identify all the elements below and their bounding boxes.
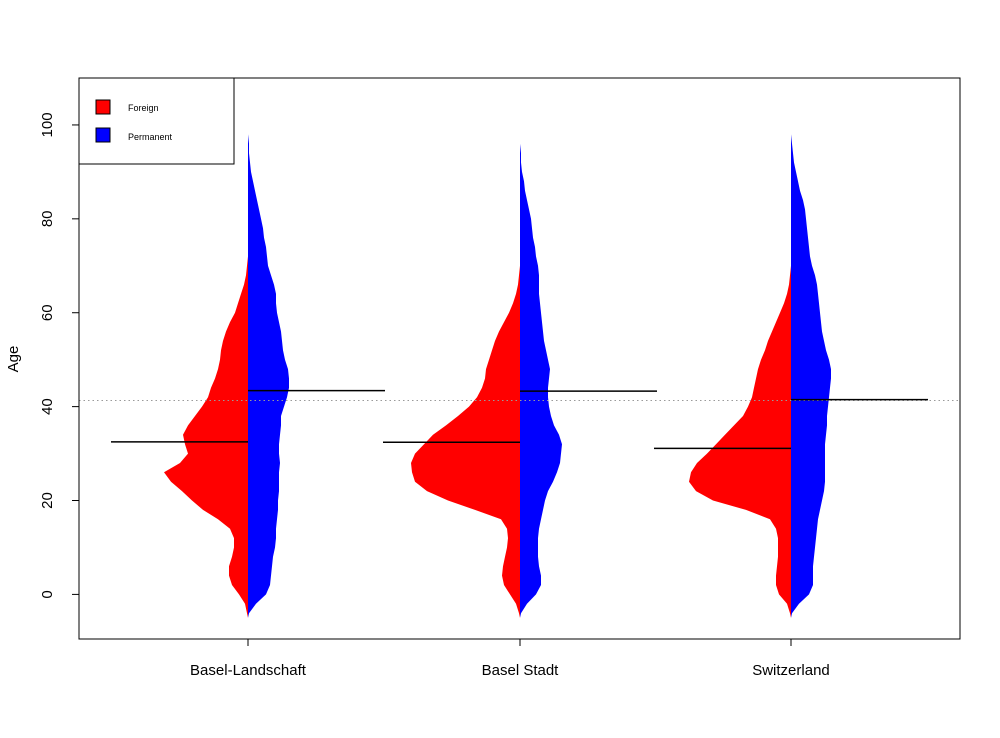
violin-permanent-basel-landschaft [248, 115, 289, 618]
y-tick-label: 80 [39, 210, 56, 227]
violin-permanent-switzerland [791, 115, 831, 618]
x-tick-label-switzerland: Switzerland [752, 662, 830, 679]
x-tick-label-basel-stadt: Basel Stadt [482, 662, 560, 679]
violin-foreign-basel-landschaft [164, 256, 248, 618]
legend-swatch-foreign [95, 99, 111, 115]
violin-foreign-switzerland [689, 265, 791, 618]
legend-box [78, 77, 235, 165]
y-axis-title: Age [5, 346, 22, 373]
y-tick-label: 0 [39, 590, 56, 598]
x-tick-label-basel-landschaft: Basel-Landschaft [190, 662, 307, 679]
y-tick-label: 20 [39, 492, 56, 509]
legend: Foreign Permanent [78, 77, 235, 165]
y-tick-label: 100 [39, 112, 56, 137]
legend-label-foreign: Foreign [128, 103, 159, 113]
mean-lines [111, 389, 928, 450]
violin-permanent-basel-stadt [520, 115, 562, 618]
legend-swatch-permanent [95, 127, 111, 143]
x-axis: Basel-Landschaft Basel Stadt Switzerland [190, 639, 830, 679]
legend-label-permanent: Permanent [128, 132, 173, 142]
y-axis: 0 20 40 60 80 100 [39, 78, 80, 639]
y-tick-label: 40 [39, 398, 56, 415]
y-tick-label: 60 [39, 304, 56, 321]
violin-shapes [164, 115, 831, 618]
